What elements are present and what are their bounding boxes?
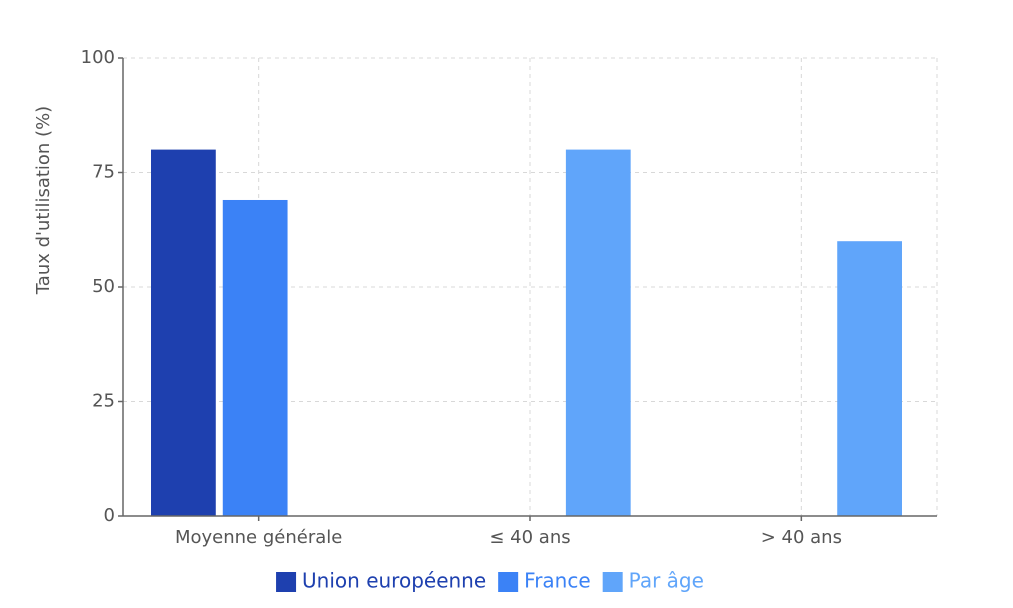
legend-label: Union européenne bbox=[302, 569, 486, 593]
legend-swatch bbox=[498, 572, 519, 592]
y-tick-label: 100 bbox=[81, 47, 115, 68]
legend-swatch bbox=[276, 572, 297, 592]
x-tick-label: Moyenne générale bbox=[175, 527, 342, 548]
bar bbox=[565, 149, 631, 516]
y-axis-title: Taux d'utilisation (%) bbox=[33, 106, 54, 295]
x-tick-label: > 40 ans bbox=[761, 527, 842, 548]
y-tick-label: 25 bbox=[92, 391, 115, 412]
legend-swatch bbox=[602, 572, 623, 592]
legend-label: France bbox=[524, 569, 591, 593]
y-tick-label: 50 bbox=[92, 276, 115, 297]
legend-label: Par âge bbox=[629, 569, 704, 593]
y-tick-label: 75 bbox=[92, 162, 115, 183]
bar bbox=[151, 149, 216, 516]
y-tick-label: 0 bbox=[104, 505, 115, 526]
bar bbox=[222, 199, 288, 517]
bar bbox=[837, 241, 902, 516]
x-tick-label: ≤ 40 ans bbox=[489, 527, 570, 548]
